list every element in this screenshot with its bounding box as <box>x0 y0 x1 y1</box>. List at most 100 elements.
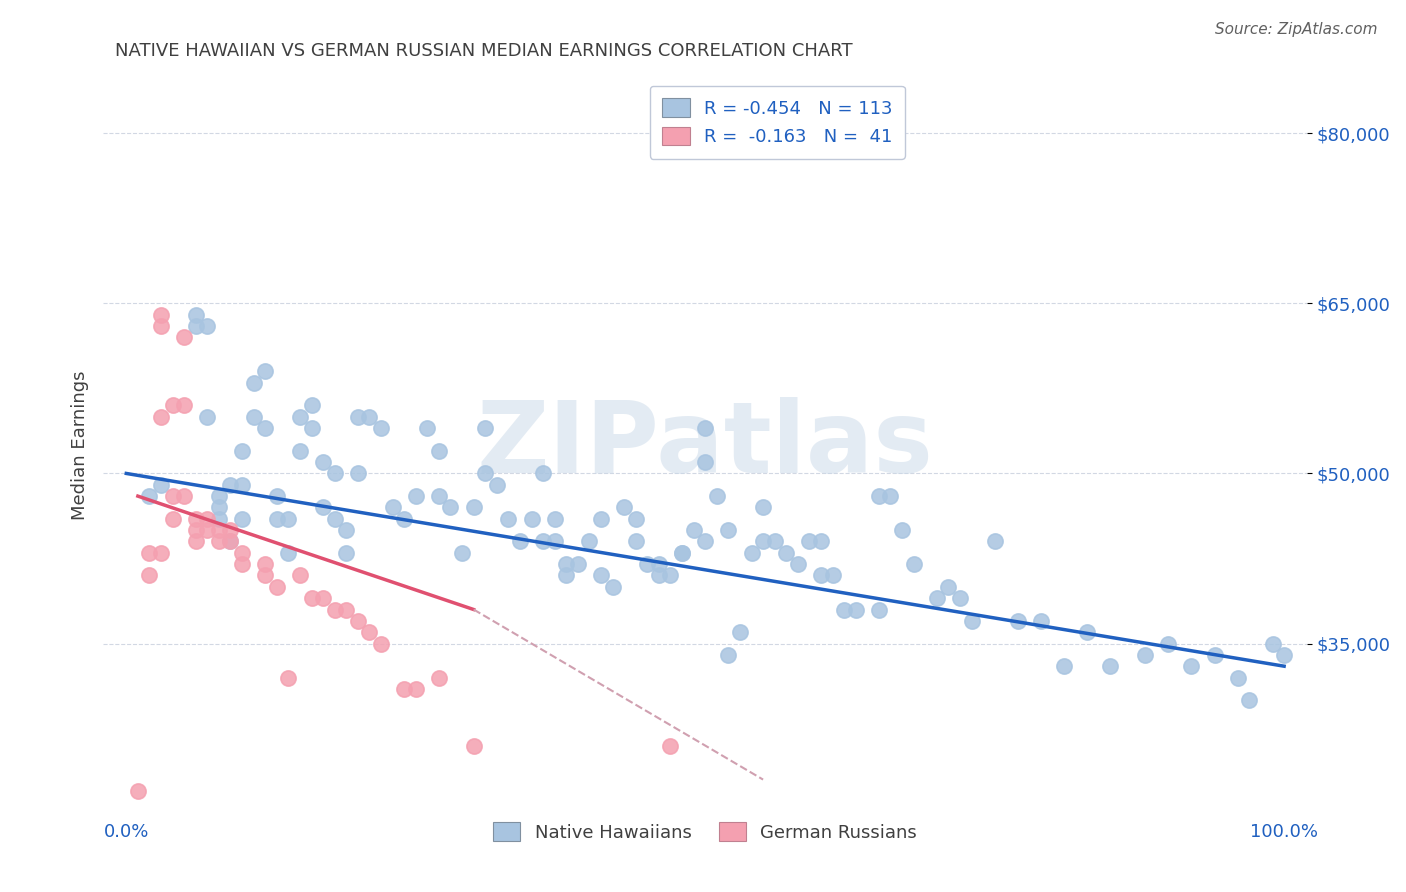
Point <box>195 512 218 526</box>
Point <box>242 376 264 390</box>
Point <box>138 489 160 503</box>
Point <box>254 568 277 582</box>
Point <box>173 398 195 412</box>
Point <box>544 534 567 549</box>
Point <box>370 421 392 435</box>
Point <box>589 568 612 582</box>
Point <box>392 512 415 526</box>
Point <box>1157 636 1180 650</box>
Point <box>613 500 636 515</box>
Point <box>474 421 496 435</box>
Point <box>752 534 775 549</box>
Point <box>786 557 808 571</box>
Point <box>567 557 589 571</box>
Point <box>312 591 335 606</box>
Point <box>288 568 311 582</box>
Point <box>219 477 242 491</box>
Point <box>706 489 728 503</box>
Point <box>695 455 717 469</box>
Point <box>162 512 184 526</box>
Point <box>821 568 844 582</box>
Point <box>960 614 983 628</box>
Point <box>405 489 427 503</box>
Point <box>184 523 207 537</box>
Point <box>868 489 890 503</box>
Point <box>405 681 427 696</box>
Point <box>370 636 392 650</box>
Point <box>903 557 925 571</box>
Y-axis label: Median Earnings: Median Earnings <box>72 370 89 520</box>
Point <box>695 534 717 549</box>
Point <box>463 739 485 753</box>
Point <box>1180 659 1202 673</box>
Point <box>1261 636 1284 650</box>
Point <box>891 523 914 537</box>
Point <box>208 534 231 549</box>
Point <box>359 625 381 640</box>
Point <box>925 591 948 606</box>
Point <box>1007 614 1029 628</box>
Point <box>347 614 370 628</box>
Point <box>810 534 832 549</box>
Point <box>323 467 346 481</box>
Point <box>648 568 671 582</box>
Point <box>451 546 474 560</box>
Point <box>173 489 195 503</box>
Point <box>242 409 264 424</box>
Point <box>624 512 647 526</box>
Point <box>578 534 600 549</box>
Point <box>335 546 357 560</box>
Point <box>1076 625 1098 640</box>
Point <box>219 534 242 549</box>
Point <box>427 489 450 503</box>
Legend: R = -0.454   N = 113, R =  -0.163   N =  41: R = -0.454 N = 113, R = -0.163 N = 41 <box>650 86 905 159</box>
Point <box>150 319 173 334</box>
Point <box>323 512 346 526</box>
Point <box>845 602 868 616</box>
Point <box>277 546 299 560</box>
Point <box>775 546 797 560</box>
Point <box>1099 659 1122 673</box>
Point <box>219 534 242 549</box>
Point <box>219 523 242 537</box>
Point <box>544 512 567 526</box>
Point <box>150 308 173 322</box>
Point <box>949 591 972 606</box>
Point <box>312 500 335 515</box>
Point <box>602 580 624 594</box>
Point <box>208 523 231 537</box>
Point <box>868 602 890 616</box>
Point <box>150 477 173 491</box>
Point <box>150 546 173 560</box>
Point <box>439 500 461 515</box>
Point <box>150 409 173 424</box>
Text: NATIVE HAWAIIAN VS GERMAN RUSSIAN MEDIAN EARNINGS CORRELATION CHART: NATIVE HAWAIIAN VS GERMAN RUSSIAN MEDIAN… <box>115 42 853 60</box>
Point <box>335 523 357 537</box>
Point <box>427 443 450 458</box>
Point <box>671 546 693 560</box>
Point <box>323 602 346 616</box>
Point <box>127 784 149 798</box>
Point <box>195 319 218 334</box>
Point <box>162 489 184 503</box>
Point <box>162 398 184 412</box>
Point <box>589 512 612 526</box>
Point <box>231 512 253 526</box>
Point <box>231 477 253 491</box>
Point <box>312 455 335 469</box>
Point <box>254 421 277 435</box>
Point <box>138 568 160 582</box>
Point <box>195 523 218 537</box>
Point <box>347 467 370 481</box>
Point <box>416 421 439 435</box>
Point <box>671 546 693 560</box>
Text: ZIPatlas: ZIPatlas <box>477 397 934 493</box>
Point <box>741 546 763 560</box>
Point <box>277 512 299 526</box>
Point <box>392 681 415 696</box>
Point <box>301 591 323 606</box>
Point <box>301 398 323 412</box>
Point <box>531 467 554 481</box>
Point <box>254 364 277 378</box>
Point <box>381 500 404 515</box>
